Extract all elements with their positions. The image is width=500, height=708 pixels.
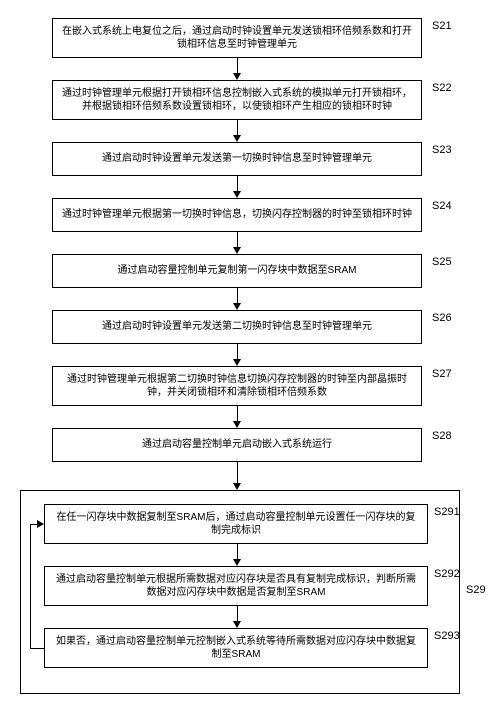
feedback-seg-1: [30, 648, 44, 649]
arrow-line-9: [237, 606, 238, 621]
step-label-s292: S292: [434, 568, 460, 580]
arrow-head-2: [233, 191, 241, 198]
arrow-line-5: [237, 344, 238, 359]
arrow-head-4: [233, 303, 241, 310]
step-label-s23: S23: [432, 144, 452, 156]
step-label-s25: S25: [432, 256, 452, 268]
arrow-head-6: [233, 421, 241, 428]
flow-node-s24: 通过时钟管理单元根据第一切换时钟信息，切换闪存控制器的时钟至锁相环时钟: [52, 198, 422, 232]
arrow-head-0: [233, 73, 241, 80]
arrow-line-8: [237, 544, 238, 559]
arrow-line-3: [237, 232, 238, 247]
flow-node-s23: 通过启动时钟设置单元发送第一切换时钟信息至时钟管理单元: [52, 142, 422, 176]
feedback-seg-2: [30, 524, 31, 648]
arrow-line-4: [237, 288, 238, 303]
step-label-s21: S21: [432, 20, 452, 32]
flow-node-s292: 通过启动容量控制单元根据所需数据对应闪存块是否具有复制完成标识，判断所需数据对应…: [44, 566, 428, 606]
flow-node-s22: 通过时钟管理单元根据打开锁相环信息控制嵌入式系统的模拟单元打开锁相环，并根据锁相…: [52, 80, 422, 120]
arrow-line-2: [237, 176, 238, 191]
flow-node-s28: 通过启动容量控制单元启动嵌入式系统运行: [52, 428, 422, 462]
step-label-s28: S28: [432, 430, 452, 442]
arrow-head-3: [233, 247, 241, 254]
arrow-head-8: [233, 559, 241, 566]
step-label-s27: S27: [432, 368, 452, 380]
step-label-s24: S24: [432, 200, 452, 212]
arrow-line-6: [237, 406, 238, 421]
flow-node-s26: 通过启动时钟设置单元发送第二切换时钟信息至时钟管理单元: [52, 310, 422, 344]
feedback-arrow-head: [37, 520, 44, 528]
arrow-line-7: [237, 462, 238, 483]
arrow-head-7: [233, 483, 241, 490]
flow-node-s25: 通过启动容量控制单元复制第一闪存块中数据至SRAM: [52, 254, 422, 288]
step-label-s26: S26: [432, 312, 452, 324]
flow-node-s291: 在任一闪存块中数据复制至SRAM后，通过启动容量控制单元设置任一闪存块的复制完成…: [44, 504, 428, 544]
flow-node-s21: 在嵌入式系统上电复位之后，通过启动时钟设置单元发送锁相环倍频系数和打开锁相环信息…: [52, 18, 422, 58]
arrow-line-0: [237, 58, 238, 73]
flowchart-canvas: 在嵌入式系统上电复位之后，通过启动时钟设置单元发送锁相环倍频系数和打开锁相环信息…: [0, 0, 500, 708]
arrow-head-5: [233, 359, 241, 366]
step-label-s291: S291: [434, 506, 460, 518]
arrow-head-1: [233, 135, 241, 142]
step-label-s293: S293: [434, 630, 460, 642]
step-label-s22: S22: [432, 82, 452, 94]
flow-node-s293: 如果否，通过启动容量控制单元控制嵌入式系统等待所需数据对应闪存块中数据复制至SR…: [44, 628, 428, 668]
flow-node-s27: 通过时钟管理单元根据第二切换时钟信息切换闪存控制器的时钟至内部晶振时钟，并关闭锁…: [52, 366, 422, 406]
arrow-line-1: [237, 120, 238, 135]
arrow-head-9: [233, 621, 241, 628]
group-label-s29: S29: [466, 584, 486, 596]
